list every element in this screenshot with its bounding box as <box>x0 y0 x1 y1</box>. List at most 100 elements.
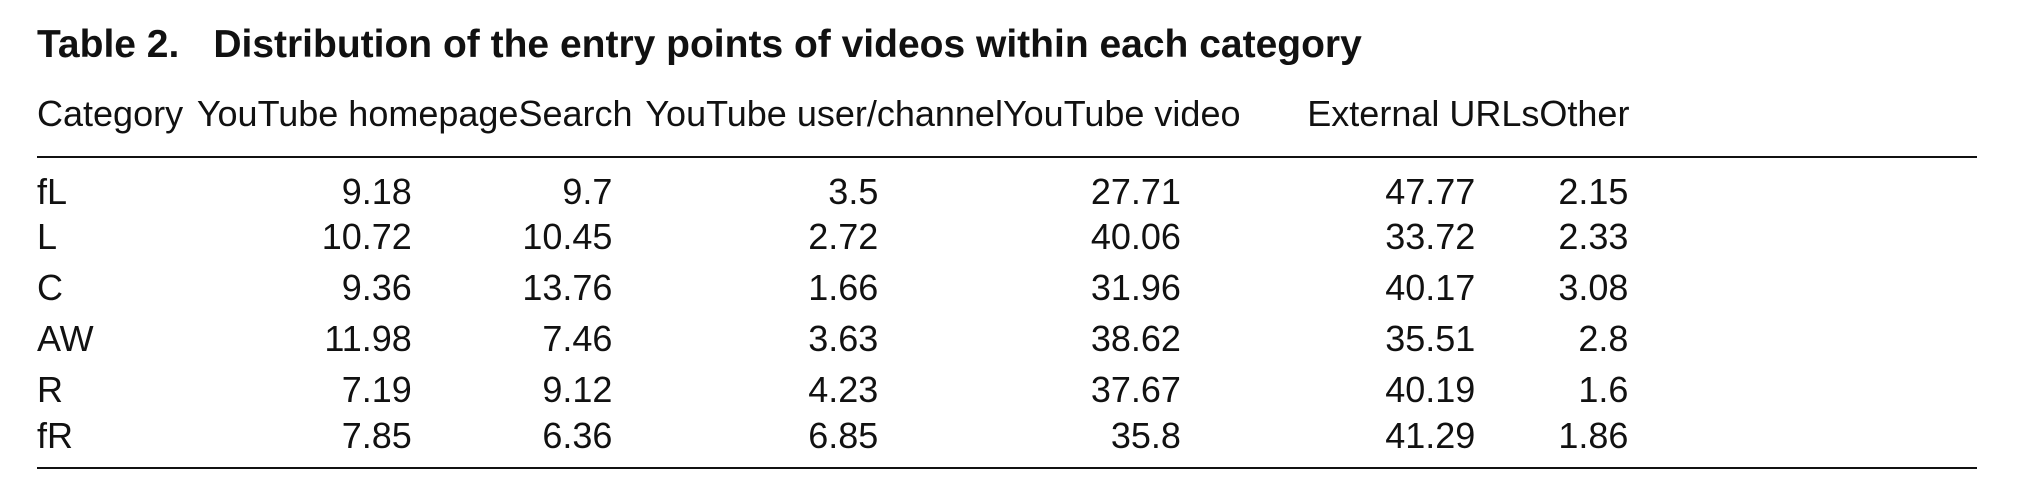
cell-value: AW <box>37 318 94 360</box>
cell-youtube-video: 31.96 <box>1003 263 1307 314</box>
header-category: Category <box>37 93 184 134</box>
cell-value: 1.66 <box>808 267 879 309</box>
cell-value: 9.12 <box>542 369 613 411</box>
cell-external-urls: 40.19 <box>1307 365 1539 416</box>
cell-value: 7.46 <box>542 318 613 360</box>
cell-value: 7.19 <box>341 369 412 411</box>
cell-external-urls: 47.77 <box>1307 157 1539 212</box>
cell-category: fL <box>37 157 197 212</box>
cell-value: 40.19 <box>1385 369 1476 411</box>
cell-search: 9.7 <box>518 157 645 212</box>
cell-value: 9.36 <box>341 267 412 309</box>
cell-value: 2.33 <box>1558 216 1629 258</box>
cell-value: 13.76 <box>522 267 613 309</box>
cell-value: 3.08 <box>1558 267 1629 309</box>
cell-value: 1.6 <box>1578 369 1629 411</box>
cell-value: C <box>37 267 63 309</box>
cell-youtube-homepage: 7.19 <box>197 365 519 416</box>
cell-value: 41.29 <box>1385 414 1476 456</box>
table-caption: Table 2. Distribution of the entry points… <box>37 22 1362 69</box>
cell-value: 7.85 <box>341 414 412 456</box>
header-youtube-homepage: YouTube homepage <box>196 93 519 134</box>
cell-value: 47.77 <box>1385 171 1476 212</box>
cell-value: 27.71 <box>1090 171 1181 212</box>
table-number: Table 2. <box>37 23 180 66</box>
cell-value: 37.67 <box>1090 369 1181 411</box>
cell-value: 31.96 <box>1090 267 1181 309</box>
cell-youtube-user-channel: 2.72 <box>645 212 1003 263</box>
cell-value: 33.72 <box>1385 216 1476 258</box>
table-row: fL 9.18 9.7 3.5 27.71 47.77 2.15 <box>37 157 1977 212</box>
cell-youtube-homepage: 7.85 <box>197 414 519 469</box>
cell-youtube-homepage: 11.98 <box>197 314 519 365</box>
cell-youtube-homepage: 9.18 <box>197 157 519 212</box>
cell-category: C <box>37 263 197 314</box>
cell-value: 6.85 <box>808 414 879 456</box>
cell-other: 2.33 <box>1539 212 1977 263</box>
cell-value: 9.18 <box>341 171 412 212</box>
header-other: Other <box>1539 93 1630 134</box>
cell-search: 7.46 <box>518 314 645 365</box>
table-title: Distribution of the entry points of vide… <box>213 23 1362 66</box>
cell-other: 1.86 <box>1539 414 1977 469</box>
cell-value: 3.5 <box>828 171 879 212</box>
cell-value: 2.72 <box>808 216 879 258</box>
header-youtube-user-channel: YouTube user/channel <box>645 93 1003 134</box>
cell-value: 11.98 <box>324 318 412 360</box>
cell-value: 6.36 <box>542 414 613 456</box>
table-row: fR 7.85 6.36 6.85 35.8 41.29 1.86 <box>37 414 1977 469</box>
cell-youtube-video: 35.8 <box>1003 414 1307 469</box>
cell-other: 3.08 <box>1539 263 1977 314</box>
cell-value: L <box>37 216 58 258</box>
cell-youtube-homepage: 10.72 <box>197 212 519 263</box>
cell-value: 40.17 <box>1385 267 1476 309</box>
cell-value: 2.8 <box>1578 318 1629 360</box>
cell-youtube-user-channel: 4.23 <box>645 365 1003 416</box>
cell-other: 2.15 <box>1539 157 1977 212</box>
cell-value: 40.06 <box>1090 216 1181 258</box>
cell-category: AW <box>37 314 197 365</box>
cell-youtube-user-channel: 3.63 <box>645 314 1003 365</box>
cell-value: 9.7 <box>562 171 613 212</box>
cell-value: 4.23 <box>808 369 879 411</box>
cell-youtube-video: 40.06 <box>1003 212 1307 263</box>
cell-value: 10.45 <box>522 216 613 258</box>
cell-youtube-homepage: 9.36 <box>197 263 519 314</box>
cell-youtube-user-channel: 1.66 <box>645 263 1003 314</box>
cell-search: 10.45 <box>518 212 645 263</box>
table-row: C 9.36 13.76 1.66 31.96 40.17 3.08 <box>37 263 1977 314</box>
cell-other: 1.6 <box>1539 365 1977 416</box>
cell-youtube-video: 27.71 <box>1003 157 1307 212</box>
header-external-urls: External URLs <box>1307 93 1540 134</box>
cell-search: 13.76 <box>518 263 645 314</box>
cell-external-urls: 33.72 <box>1307 212 1539 263</box>
cell-youtube-video: 38.62 <box>1003 314 1307 365</box>
cell-other: 2.8 <box>1539 314 1977 365</box>
cell-value: R <box>37 369 63 411</box>
cell-category: fR <box>37 414 197 469</box>
cell-value: 35.51 <box>1385 318 1476 360</box>
entry-points-table: Category YouTube homepage Search YouTube… <box>37 90 1977 469</box>
cell-youtube-user-channel: 3.5 <box>645 157 1003 212</box>
header-youtube-video: YouTube video <box>1002 93 1241 134</box>
cell-external-urls: 35.51 <box>1307 314 1539 365</box>
cell-search: 6.36 <box>518 414 645 469</box>
cell-external-urls: 41.29 <box>1307 414 1539 469</box>
table-header-row: Category YouTube homepage Search YouTube… <box>37 90 1977 157</box>
cell-value: 2.15 <box>1558 171 1629 212</box>
cell-category: R <box>37 365 197 416</box>
cell-youtube-user-channel: 6.85 <box>645 414 1003 469</box>
cell-value: fL <box>37 171 68 212</box>
table-row: L 10.72 10.45 2.72 40.06 33.72 2.33 <box>37 212 1977 263</box>
cell-value: 35.8 <box>1110 414 1181 456</box>
cell-value: 10.72 <box>321 216 412 258</box>
cell-value: 1.86 <box>1558 414 1629 456</box>
cell-value: 3.63 <box>808 318 879 360</box>
table-row: R 7.19 9.12 4.23 37.67 40.19 1.6 <box>37 365 1977 416</box>
cell-value: fR <box>37 414 73 456</box>
cell-youtube-video: 37.67 <box>1003 365 1307 416</box>
cell-value: 38.62 <box>1090 318 1181 360</box>
table-row: AW 11.98 7.46 3.63 38.62 35.51 2.8 <box>37 314 1977 365</box>
header-search: Search <box>518 93 633 134</box>
cell-search: 9.12 <box>518 365 645 416</box>
